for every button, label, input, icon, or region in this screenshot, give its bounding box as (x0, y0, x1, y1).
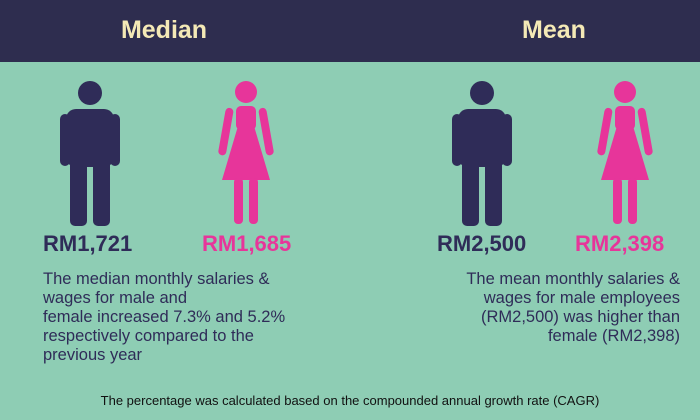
female-figure-icon (597, 81, 653, 224)
male-figure-icon (452, 81, 512, 226)
mean-description: The mean monthly salaries & wages for ma… (466, 270, 680, 345)
footnote: The percentage was calculated based on t… (100, 393, 600, 408)
female-figure-icon (218, 81, 274, 224)
mean-heading: Mean (522, 16, 586, 44)
median-female-amount: RM1,685 (202, 231, 292, 256)
mean-female-amount: RM2,398 (575, 231, 665, 256)
median-heading: Median (120, 16, 208, 44)
header-bar: Median Mean (0, 0, 700, 62)
median-male-amount: RM1,721 (43, 231, 133, 256)
male-figure-icon (60, 81, 120, 226)
median-description: The median monthly salaries & wages for … (43, 270, 286, 364)
mean-male-amount: RM2,500 (437, 231, 527, 256)
